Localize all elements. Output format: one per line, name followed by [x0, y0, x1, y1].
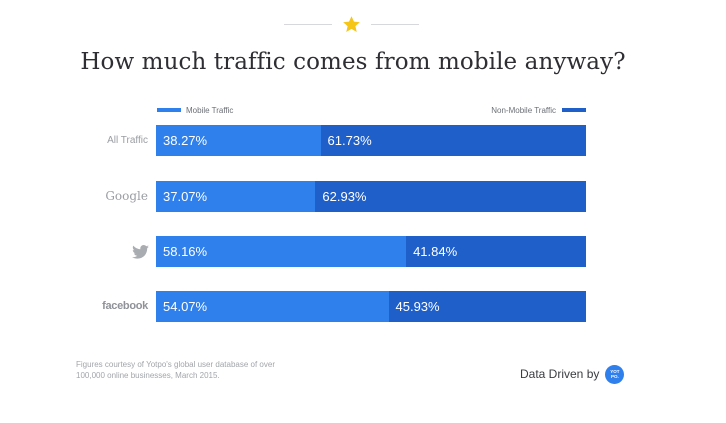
credit: Data Driven by YOT PO.: [520, 364, 625, 384]
yotpo-logo[interactable]: YOT PO.: [605, 364, 625, 384]
bar-google-non-mobile-traffic: 62.93%: [315, 181, 586, 212]
data-label-google-mobile-traffic: 37.07%: [163, 189, 208, 204]
data-label-facebook-non-mobile-traffic: 45.93%: [395, 299, 440, 314]
bar-row-facebook: 54.07% 45.93%: [156, 291, 586, 322]
header-decoration: [0, 14, 726, 36]
star-icon: [343, 16, 360, 33]
row-label-google: Google: [105, 189, 148, 203]
credit-text: Data Driven by: [520, 367, 600, 381]
chart-title: How much traffic comes from mobile anywa…: [80, 49, 626, 75]
legend-non-mobile: Non-Mobile Traffic: [491, 103, 586, 117]
data-label-twitter-non-mobile-traffic: 41.84%: [413, 244, 458, 259]
bar-twitter-mobile-traffic: 58.16%: [156, 236, 407, 267]
divider-left: [284, 24, 332, 25]
data-label-all-traffic-mobile-traffic: 38.27%: [163, 133, 208, 148]
bar-facebook-non-mobile-traffic: 45.93%: [388, 291, 586, 322]
bar-all-traffic-mobile-traffic: 38.27%: [156, 125, 321, 156]
data-label-google-non-mobile-traffic: 62.93%: [322, 189, 367, 204]
bar-google-mobile-traffic: 37.07%: [156, 181, 316, 212]
legend-swatch-mobile: [157, 108, 181, 112]
footnote: Figures courtesy of Yotpo's global user …: [76, 360, 275, 380]
row-label-all-traffic: All Traffic: [107, 135, 148, 146]
bar-row-all-traffic: 38.27% 61.73%: [156, 125, 586, 156]
logo-text: YOT PO.: [610, 368, 620, 379]
legend-label-non-mobile: Non-Mobile Traffic: [491, 105, 556, 115]
bar-row-google: 37.07% 62.93%: [156, 181, 586, 212]
bar-twitter-non-mobile-traffic: 41.84%: [406, 236, 586, 267]
legend-mobile: Mobile Traffic: [157, 103, 233, 117]
row-label-facebook: facebook: [102, 300, 148, 312]
twitter-bird-icon: [132, 245, 149, 259]
bar-facebook-mobile-traffic: 54.07%: [156, 291, 389, 322]
data-label-all-traffic-non-mobile-traffic: 61.73%: [327, 133, 372, 148]
divider-right: [371, 24, 419, 25]
bar-row-twitter: 58.16% 41.84%: [156, 236, 586, 267]
data-label-facebook-mobile-traffic: 54.07%: [163, 299, 208, 314]
bar-all-traffic-non-mobile-traffic: 61.73%: [320, 125, 586, 156]
legend-swatch-non-mobile: [562, 108, 586, 112]
data-label-twitter-mobile-traffic: 58.16%: [163, 244, 208, 259]
legend-label-mobile: Mobile Traffic: [186, 105, 234, 115]
